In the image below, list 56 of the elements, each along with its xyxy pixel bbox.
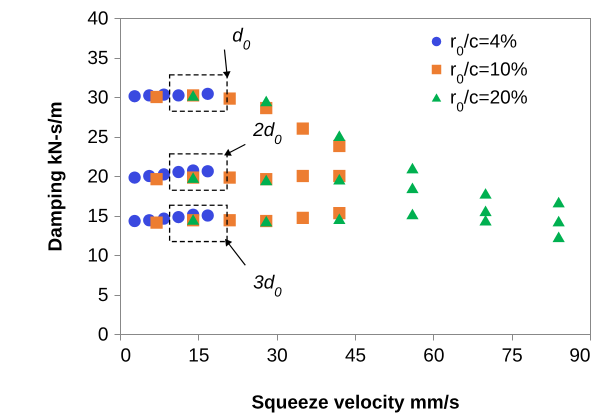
point bbox=[333, 174, 346, 184]
point bbox=[202, 209, 214, 222]
x-tick-label: 60 bbox=[423, 346, 444, 366]
y-tick-label: 25 bbox=[87, 127, 108, 148]
legend-label: r$_{0}$/c=20% bbox=[450, 88, 528, 114]
point bbox=[260, 96, 272, 106]
y-tick-label: 10 bbox=[87, 246, 108, 266]
x-tick-label: 15 bbox=[188, 346, 210, 366]
point bbox=[333, 140, 346, 152]
point bbox=[296, 212, 309, 224]
point bbox=[172, 89, 185, 102]
y-axis-title: Damping kN-s/m bbox=[45, 102, 66, 252]
point bbox=[296, 122, 309, 135]
point bbox=[224, 92, 236, 105]
annotation: d$_{0}$ bbox=[232, 25, 251, 52]
x-tick-label: 0 bbox=[120, 346, 132, 366]
point bbox=[128, 214, 141, 228]
x-axis-title: Squeeze velocity mm/s bbox=[251, 392, 460, 414]
point bbox=[479, 214, 492, 226]
point bbox=[479, 205, 492, 216]
legend-label: r$_{0}$/c=10% bbox=[450, 60, 528, 86]
point bbox=[406, 162, 419, 174]
y-tick-label: 30 bbox=[87, 88, 108, 108]
y-tick-label: 40 bbox=[87, 8, 108, 30]
point bbox=[128, 171, 141, 184]
x-tick-label: 75 bbox=[502, 346, 523, 366]
y-tick-label: 5 bbox=[98, 285, 108, 306]
point bbox=[150, 90, 163, 104]
point bbox=[406, 182, 419, 194]
point bbox=[150, 216, 163, 229]
point bbox=[224, 171, 236, 184]
x-tick-label: 30 bbox=[266, 346, 288, 366]
x-tick-label: 45 bbox=[344, 346, 366, 366]
point bbox=[552, 216, 565, 226]
annotation: 2d$_{0}$ bbox=[252, 120, 282, 147]
point bbox=[296, 170, 309, 182]
point bbox=[150, 173, 163, 186]
point bbox=[224, 214, 236, 226]
y-tick-label: 15 bbox=[87, 206, 108, 227]
point bbox=[172, 210, 185, 224]
point bbox=[172, 166, 185, 178]
y-tick-label: 0 bbox=[98, 324, 108, 346]
point bbox=[333, 213, 346, 224]
point bbox=[202, 165, 214, 178]
point bbox=[479, 188, 492, 199]
y-tick-label: 35 bbox=[87, 48, 108, 69]
x-tick-label: 90 bbox=[569, 346, 590, 366]
annotation: 3d$_{0}$ bbox=[253, 272, 282, 300]
point bbox=[333, 130, 346, 142]
point bbox=[552, 196, 565, 208]
legend-label: r$_{0}$/c=4% bbox=[450, 32, 518, 58]
y-tick-label: 20 bbox=[87, 166, 108, 188]
point bbox=[552, 232, 565, 242]
point bbox=[406, 208, 419, 220]
point bbox=[202, 88, 214, 100]
point bbox=[128, 90, 141, 102]
